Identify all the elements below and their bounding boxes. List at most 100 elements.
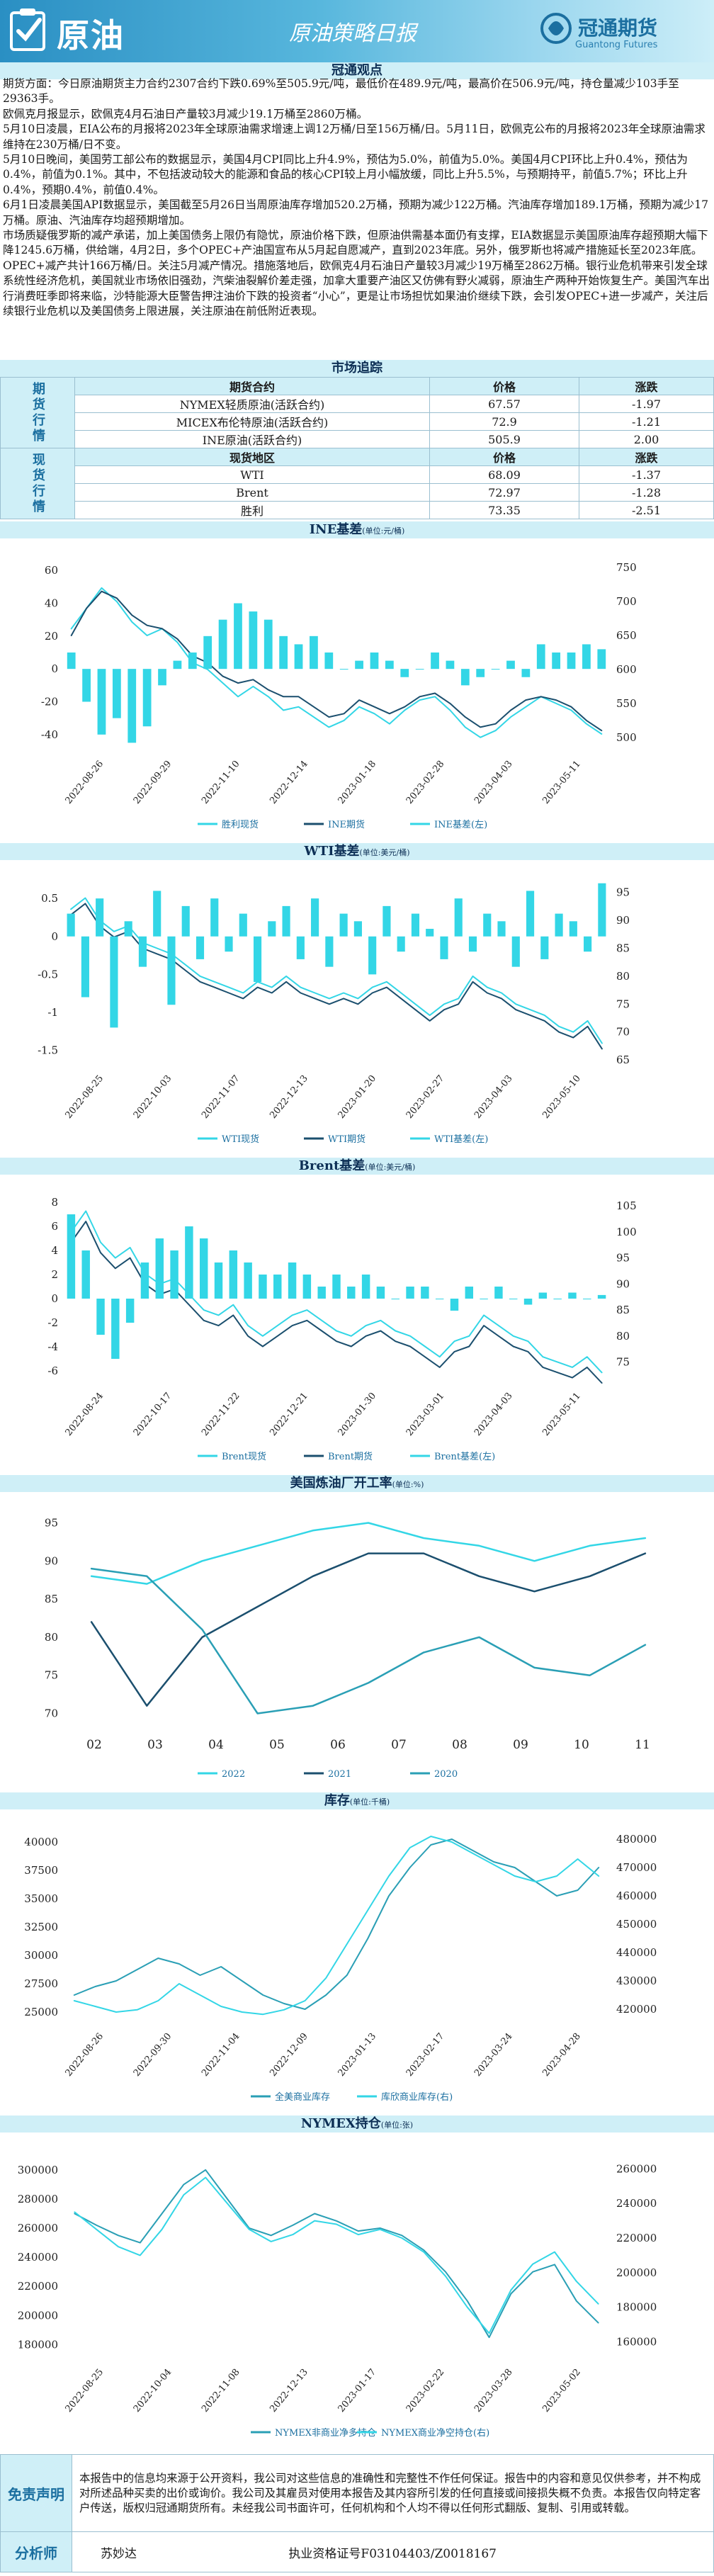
basis-bar [188, 653, 197, 670]
basis-bar [67, 653, 76, 670]
views-paragraph: 5月10日凌晨，EIA公布的月报将2023年全球原油需求增速上调12万桶/日至1… [3, 123, 706, 151]
basis-bar [158, 669, 166, 686]
y-right-tick-label: 90 [616, 914, 630, 927]
y-left-tick-label: -40 [41, 728, 58, 741]
y-left-tick-label: 20 [45, 630, 58, 643]
x-tick-label: 2022-10-17 [132, 1391, 174, 1438]
basis-bar [199, 1238, 208, 1299]
y-left-tick-label: -0.5 [38, 968, 58, 981]
series-line [74, 2176, 599, 2334]
report-header: 原油 原油策略日报 冠通期货 Guantong Futures [0, 0, 714, 64]
refinery-chart-title: 美国炼油厂开工率(单位:%) [0, 1475, 714, 1492]
spot-section-label: 现货行情 [0, 448, 75, 519]
nymex-positions-chart: 300000 280000 260000 240000 220000 200000 1800… [18, 2162, 657, 2439]
basis-bar [523, 1299, 533, 1305]
basis-bar [302, 1275, 312, 1299]
basis-bar [460, 669, 470, 686]
series-line [70, 1221, 603, 1384]
basis-bar [536, 644, 545, 670]
y-right-tick-label: 180000 [616, 2301, 657, 2314]
y-right-tick-label: 420000 [616, 2003, 657, 2016]
y-left-tick-label: 27500 [24, 1977, 58, 1990]
x-tick-label: 03 [147, 1738, 163, 1752]
basis-bar [431, 653, 439, 670]
basis-bar [339, 913, 348, 937]
chart-title-text: Brent基差 [298, 1158, 366, 1173]
basis-bar [67, 913, 75, 937]
y-right-tick-label: 550 [616, 697, 637, 710]
basis-bar [96, 898, 104, 937]
y-left-tick-label: 300000 [18, 2164, 58, 2176]
futures-header-price: 价格 [429, 377, 579, 395]
views-title: 冠通观点 [0, 62, 714, 79]
contract-name: NYMEX轻质原油(活跃合约) [74, 395, 430, 413]
y-left-tick-label: 30000 [24, 1949, 58, 1962]
legend-label: Brent基差(左) [434, 1452, 495, 1462]
views-paragraph: 欧佩克月报显示，欧佩克4月石油日产量较3月减少19.1万桶至2860万桶。 [3, 107, 368, 120]
basis-bar [521, 669, 531, 677]
basis-bar [288, 1262, 297, 1299]
basis-bar [397, 936, 405, 952]
contract-change: -1.21 [579, 412, 714, 431]
basis-bar [140, 1262, 149, 1299]
x-tick-label: 2022-12-13 [268, 1073, 310, 1121]
spot-price: 73.35 [429, 501, 579, 519]
y-right-tick-label: 65 [616, 1053, 630, 1066]
legend-label: INE基差(左) [434, 820, 487, 830]
inventory-chart-title: 库存(单位:千桶) [0, 1792, 714, 1809]
analyst-name: 苏妙达 [101, 2546, 137, 2561]
spot-region: Brent [74, 483, 430, 502]
ine-basis-chart: 60 40 20 0 -20 -40 750 700 650 600 550 500 2022-08-2… [41, 561, 637, 830]
series-line [90, 1567, 647, 1714]
contract-name: MICEX布伦特原油(活跃合约) [74, 412, 430, 431]
legend-label: NYMEX商业净空持仓(右) [381, 2428, 489, 2439]
x-tick-label: 2022-12-13 [268, 2367, 310, 2414]
y-right-tick-label: 90 [616, 1277, 630, 1290]
spot-change: -1.28 [579, 483, 714, 502]
y-right-tick-label: 80 [616, 1330, 630, 1343]
y-right-tick-label: 70 [616, 1026, 630, 1039]
basis-bar [511, 936, 520, 967]
basis-bar [568, 1292, 577, 1299]
y-left-tick-label: 40000 [24, 1836, 58, 1848]
y-right-tick-label: 600 [616, 663, 637, 676]
basis-bar [324, 653, 334, 670]
y-left-tick-label: 60 [45, 564, 58, 577]
chart-title-text: 库存 [324, 1793, 350, 1808]
contract-change: -1.97 [579, 395, 714, 413]
x-tick-label: 2022-08-26 [64, 2031, 106, 2079]
basis-bar [67, 1214, 76, 1299]
series-line [70, 587, 603, 738]
basis-bar [440, 936, 448, 959]
basis-bar [259, 1275, 267, 1299]
basis-bar [468, 936, 477, 952]
y-left-tick-label: -20 [41, 696, 58, 708]
chart-unit: (单位:千桶) [349, 1797, 390, 1807]
basis-bar [353, 921, 362, 937]
basis-bar [411, 913, 420, 937]
chart-unit: (单位:%) [392, 1480, 424, 1489]
basis-bar [273, 1275, 282, 1299]
x-tick-label: 2023-04-03 [472, 1073, 515, 1121]
basis-bar [582, 644, 591, 670]
legend-label: INE期货 [328, 819, 365, 830]
basis-bar [370, 653, 379, 670]
legend-label: 2021 [328, 1769, 351, 1780]
views-paragraph: 5月10日晚间，美国劳工部公布的数据显示，美国4月CPI同比上升4.9%，预估为… [3, 153, 688, 196]
contract-price: 67.57 [429, 395, 579, 413]
basis-bar [426, 929, 434, 937]
spot-region: WTI [74, 465, 430, 484]
disclaimer-label: 免责声明 [0, 2454, 72, 2532]
x-tick-label: 2022-09-29 [132, 759, 174, 806]
futures-header-change: 涨跌 [579, 377, 714, 395]
ine-chart-title: INE基差(单位:元/桶) [0, 521, 714, 538]
basis-bar [282, 905, 290, 937]
y-right-tick-label: 75 [616, 998, 630, 1010]
y-left-tick-label: 2 [51, 1268, 58, 1281]
legend-label: WTI基差(左) [434, 1134, 488, 1145]
basis-bar [540, 936, 549, 959]
market-title: 市场追踪 [0, 360, 714, 377]
analyst-label: 分析师 [0, 2531, 72, 2572]
basis-bar [138, 936, 147, 967]
y-left-tick-label: 240000 [18, 2251, 58, 2264]
